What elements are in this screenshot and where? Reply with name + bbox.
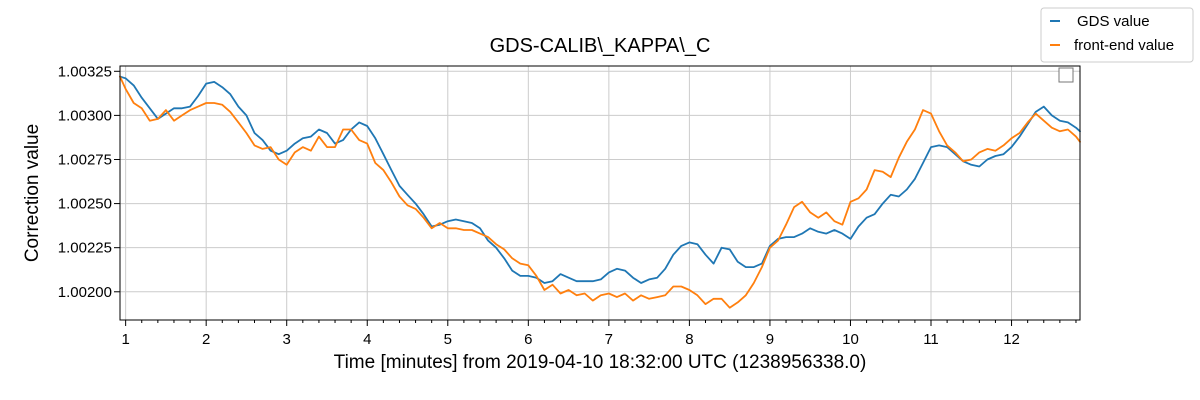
y-tick-label: 1.00275 — [58, 151, 112, 168]
x-tick-label: 7 — [605, 331, 613, 348]
plot-frame — [119, 65, 1081, 321]
y-axis-label: Correction value — [22, 124, 43, 262]
legend-label-front-end-value: front-end value — [1074, 37, 1174, 54]
series-line-gds-value — [119, 75, 1081, 284]
x-tick-label: 4 — [363, 331, 371, 348]
grid — [120, 66, 1080, 320]
y-tick-label: 1.00325 — [58, 63, 112, 80]
series-line-front-end-value — [119, 75, 1081, 309]
x-tick-label: 6 — [524, 331, 532, 348]
y-tick-label: 1.00225 — [58, 240, 112, 257]
ticks: 1 2 3 4 5 6 7 8 9 10 11 121.002001.002251.002501.00… — [58, 63, 1077, 348]
x-tick-label: 5 — [444, 331, 452, 348]
series-group — [119, 75, 1081, 309]
x-tick-label: 9 — [766, 331, 774, 348]
x-tick-label: 11 — [923, 331, 939, 348]
x-tick-label: 1 — [121, 331, 129, 348]
x-tick-label: 10 — [842, 331, 859, 348]
legend: GDS value front-end value — [1040, 7, 1194, 63]
y-tick-label: 1.00200 — [58, 284, 112, 301]
chart-title: GDS-CALIB\_KAPPA\_C — [490, 35, 711, 57]
inner-legend-box — [1058, 67, 1074, 83]
legend-box — [1040, 7, 1194, 63]
x-tick-label: 3 — [283, 331, 291, 348]
x-tick-label: 8 — [685, 331, 693, 348]
x-axis-label: Time [minutes] from 2019-04-10 18:32:00 … — [334, 352, 867, 373]
x-tick-label: 2 — [202, 331, 210, 348]
x-tick-label: 12 — [1003, 331, 1020, 348]
y-tick-label: 1.00250 — [58, 196, 112, 213]
legend-label-gds-value: GDS value — [1077, 13, 1150, 30]
y-tick-label: 1.00300 — [58, 107, 112, 124]
